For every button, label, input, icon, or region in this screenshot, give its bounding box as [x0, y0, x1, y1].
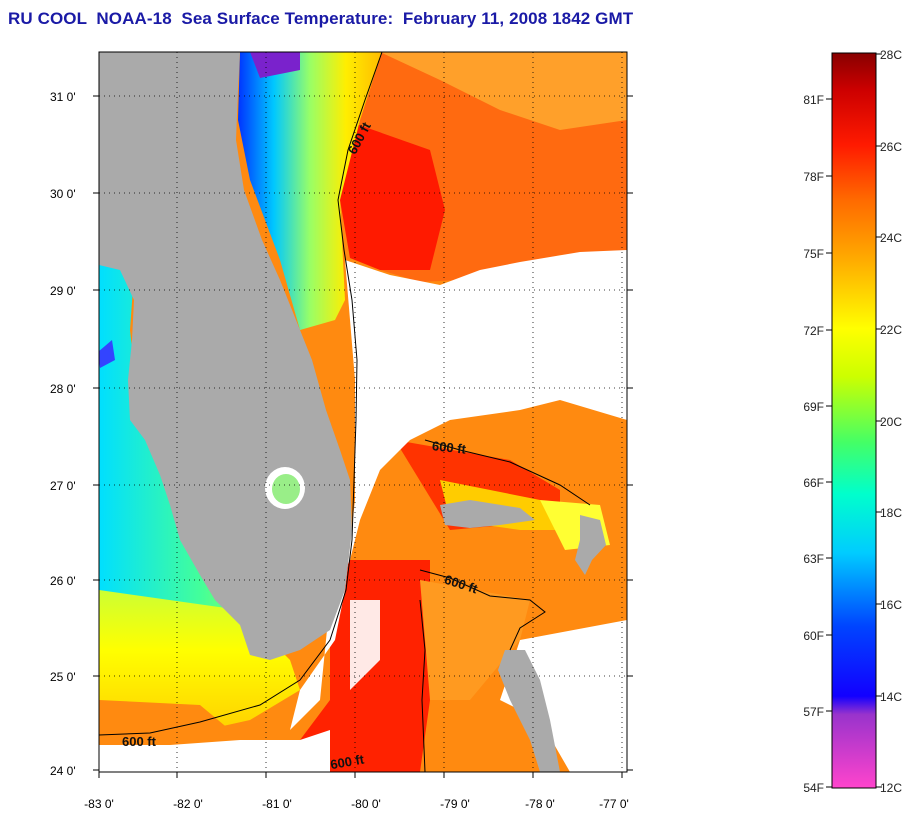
isobath-600ft-florida: [99, 52, 383, 736]
temperature-colorbar: 81F 78F 75F 72F 69F 66F 63F 60F 57F 54F …: [803, 48, 902, 795]
west-shelf-water: [99, 260, 270, 700]
colorbar-f-label: 69F: [803, 400, 824, 414]
isobath-600ft-straits: [419, 599, 426, 772]
lon-label: -83 0': [84, 797, 114, 811]
lon-label: -77 0': [599, 797, 629, 811]
lon-label: -79 0': [440, 797, 470, 811]
colorbar-ticks: [826, 53, 882, 788]
colorbar-c-label: 22C: [880, 323, 902, 337]
colorbar-f-label: 78F: [803, 170, 824, 184]
shelf-water-north: [238, 52, 382, 330]
lat-label: 26 0': [50, 574, 76, 588]
abaco-island: [575, 515, 606, 575]
bahamas-bank-water: [420, 580, 530, 700]
grand-bahama-island: [440, 500, 535, 528]
isobath-600ft-bahama-south: [419, 569, 546, 651]
colorbar-c-label: 16C: [880, 598, 902, 612]
colorbar-f-label: 54F: [803, 781, 824, 795]
colorbar-f-label: 57F: [803, 705, 824, 719]
map-frame: [98, 51, 628, 773]
lat-label: 27 0': [50, 479, 76, 493]
cloud-cover-central: [290, 250, 627, 730]
lon-label: -78 0': [525, 797, 555, 811]
colorbar-c-label: 24C: [880, 231, 902, 245]
contour-label-west: 600 ft: [122, 734, 157, 749]
longitude-labels: -83 0' -82 0' -81 0' -80 0' -79 0' -78 0…: [84, 797, 629, 811]
cloud-cover-southeast: [500, 620, 627, 772]
lat-label: 28 0': [50, 382, 76, 396]
colorbar-c-label: 12C: [880, 781, 902, 795]
lat-label: 24 0': [50, 764, 76, 778]
andros-island: [498, 650, 560, 772]
lake-okeechobee: [272, 474, 300, 504]
gulf-stream-core: [340, 120, 445, 270]
cold-inlet: [99, 340, 115, 368]
coldest-water: [250, 52, 300, 78]
warm-eddy: [380, 52, 627, 130]
colorbar-f-label: 60F: [803, 629, 824, 643]
map-title: RU COOL NOAA-18 Sea Surface Temperature:…: [8, 9, 634, 28]
colorbar-c-label: 26C: [880, 140, 902, 154]
latitude-labels: 31 0' 30 0' 29 0' 28 0' 27 0' 26 0' 25 0…: [50, 90, 76, 778]
map-plot-area: 600 ft 600 ft 600 ft 600 ft 600 ft: [99, 52, 627, 772]
isobath-600ft-bahama-north: [424, 439, 591, 506]
cloud-patch-straits: [350, 600, 380, 690]
lat-label: 30 0': [50, 187, 76, 201]
colorbar-c-label: 14C: [880, 690, 902, 704]
colorbar-c-label: 28C: [880, 48, 902, 62]
cloud-patch-keys: [99, 740, 300, 772]
lat-label: 25 0': [50, 670, 76, 684]
colorbar-gradient: [831, 52, 877, 789]
lon-label: -81 0': [262, 797, 292, 811]
colorbar-f-label: 75F: [803, 247, 824, 261]
cloud-patch-south: [300, 730, 330, 772]
contour-label-south: 600 ft: [329, 751, 366, 772]
contour-label-bahama-north: 600 ft: [431, 438, 467, 457]
axis-ticks: [93, 95, 633, 778]
lat-label: 29 0': [50, 284, 76, 298]
graticule: [99, 52, 627, 772]
colorbar-f-label: 63F: [803, 552, 824, 566]
lat-label: 31 0': [50, 90, 76, 104]
ocean-patch-east: [590, 420, 627, 480]
colorbar-f-label: 81F: [803, 93, 824, 107]
lon-label: -82 0': [173, 797, 203, 811]
colorbar-f-label: 72F: [803, 324, 824, 338]
colorbar-f-label: 66F: [803, 476, 824, 490]
colorbar-c-label: 18C: [880, 506, 902, 520]
lon-label: -80 0': [351, 797, 381, 811]
colorbar-c-label: 20C: [880, 415, 902, 429]
